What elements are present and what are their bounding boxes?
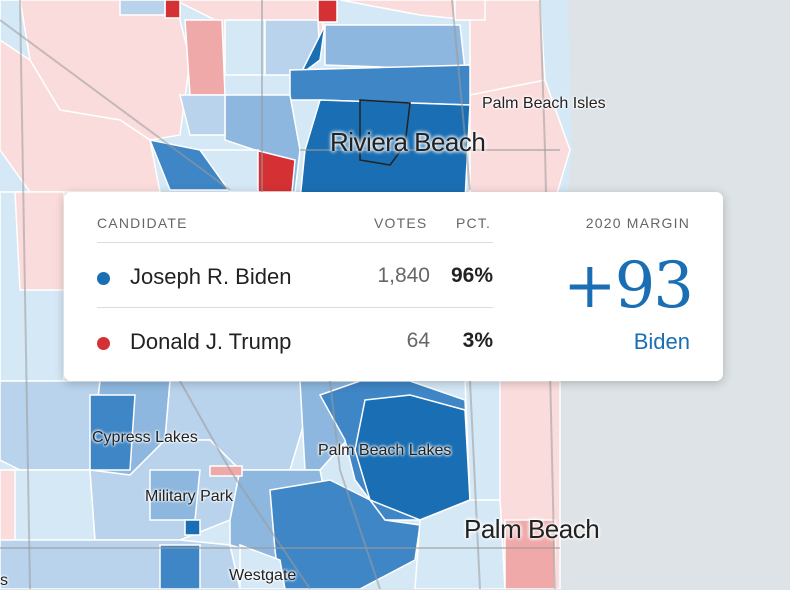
candidate-row-biden: Joseph R. Biden 1,840 96% — [97, 264, 493, 294]
candidate-votes: 64 — [406, 329, 430, 352]
header-votes: VOTES — [374, 215, 428, 231]
label-westgate: Westgate — [229, 567, 297, 584]
header-margin: 2020 MARGIN — [585, 215, 690, 231]
precincts-south — [0, 380, 561, 589]
road-network — [0, 0, 560, 589]
candidate-row-trump: Donald J. Trump 64 3% — [97, 329, 493, 359]
label-military-park: Military Park — [145, 488, 234, 505]
label-palm-beach: Palm Beach — [464, 514, 600, 544]
label-edge-fragment: s — [0, 572, 8, 589]
trump-color-dot — [97, 337, 110, 350]
candidate-votes: 1,840 — [377, 264, 430, 287]
label-palm-beach-lakes: Palm Beach Lakes — [318, 442, 452, 459]
label-cypress-lakes: Cypress Lakes — [92, 429, 198, 446]
candidate-pct: 96% — [450, 264, 493, 287]
candidate-pct: 3% — [462, 329, 493, 352]
precincts-west-pink — [14, 191, 65, 291]
candidate-name: Joseph R. Biden — [130, 264, 292, 289]
margin-winner: Biden — [633, 329, 690, 354]
candidate-name: Donald J. Trump — [130, 329, 292, 354]
row-divider — [97, 307, 493, 308]
header-divider — [97, 242, 493, 243]
header-pct: PCT. — [456, 215, 492, 231]
header-candidate: CANDIDATE — [97, 215, 188, 231]
biden-color-dot — [97, 272, 110, 285]
results-tooltip: CANDIDATE VOTES PCT. 2020 MARGIN Joseph … — [64, 192, 723, 381]
margin-value: +93 — [562, 249, 694, 323]
label-riviera-beach: Riviera Beach — [330, 127, 486, 157]
label-palm-beach-isles: Palm Beach Isles — [482, 95, 606, 112]
